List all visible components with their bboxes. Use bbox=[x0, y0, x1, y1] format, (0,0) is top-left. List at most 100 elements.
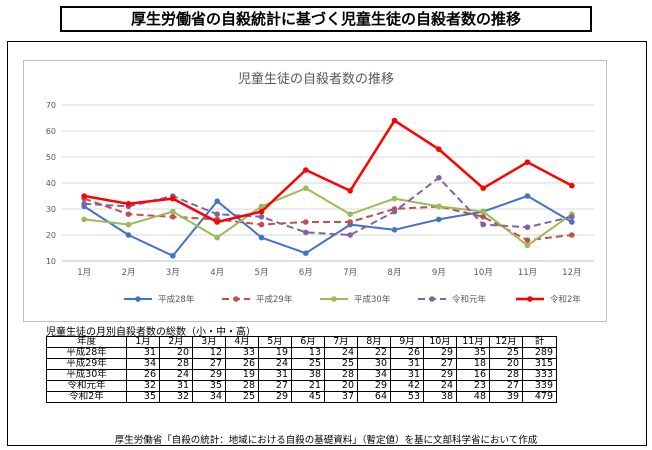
row-year-label: 令和2年 bbox=[46, 391, 127, 403]
x-tick-label: 8月 bbox=[388, 268, 402, 278]
table-cell: 25 bbox=[489, 347, 523, 359]
table-cell: 29 bbox=[192, 369, 226, 381]
table-cell: 25 bbox=[225, 391, 259, 403]
table-cell: 45 bbox=[291, 391, 325, 403]
data-point bbox=[436, 146, 442, 152]
data-point bbox=[81, 201, 87, 207]
table-cell: 29 bbox=[357, 380, 391, 392]
data-point bbox=[170, 208, 176, 215]
data-point bbox=[303, 229, 309, 236]
table-cell: 34 bbox=[126, 358, 160, 370]
month-header: 5月 bbox=[258, 336, 292, 348]
table-row: 平成29年 34 28 27 26 24 25 25 30 31 27 18 20 315 bbox=[46, 358, 557, 370]
table-cell: 25 bbox=[291, 358, 325, 370]
data-point bbox=[170, 195, 176, 202]
table-cell: 16 bbox=[456, 369, 490, 381]
data-point bbox=[258, 203, 265, 210]
month-header: 12月 bbox=[489, 336, 523, 348]
table-cell: 31 bbox=[390, 369, 424, 381]
x-tick-label: 6月 bbox=[299, 268, 313, 278]
data-point bbox=[303, 250, 309, 256]
table-cell: 20 bbox=[489, 358, 523, 370]
month-header: 6月 bbox=[291, 336, 325, 348]
table-cell: 34 bbox=[357, 369, 391, 381]
table-cell: 20 bbox=[159, 347, 193, 359]
table-cell: 27 bbox=[192, 358, 226, 370]
table-row: 令和2年 35 32 34 25 29 45 37 64 53 38 48 39 479 bbox=[46, 391, 557, 403]
data-point bbox=[303, 185, 309, 191]
row-total-cell: 333 bbox=[522, 369, 557, 381]
month-header: 3月 bbox=[192, 336, 226, 348]
table-cell: 19 bbox=[258, 347, 292, 359]
month-header: 8月 bbox=[357, 336, 391, 348]
y-tick-label: 50 bbox=[46, 153, 56, 162]
data-point bbox=[569, 232, 575, 238]
legend-marker bbox=[429, 296, 435, 302]
data-point bbox=[214, 219, 220, 225]
x-tick-label: 5月 bbox=[255, 268, 269, 278]
row-total-cell: 339 bbox=[522, 380, 557, 392]
legend-label: 平成29年 bbox=[256, 294, 293, 305]
data-point bbox=[170, 253, 176, 259]
table-cell: 31 bbox=[126, 347, 160, 359]
row-year-label: 平成28年 bbox=[46, 347, 127, 359]
line-chart-panel: 児童生徒の自殺者数の推移 10 20 30 40 50 60 70 1月 2月 3月 4月 5月 6月 7月… bbox=[23, 60, 607, 322]
table-cell: 31 bbox=[258, 369, 292, 381]
table-caption: 児童生徒の月別自殺者数の総数（小・中・高） bbox=[46, 327, 256, 338]
table-cell: 48 bbox=[456, 391, 490, 403]
row-year-label: 令和元年 bbox=[46, 380, 127, 392]
row-total-cell: 479 bbox=[522, 391, 557, 403]
table-cell: 24 bbox=[324, 347, 358, 359]
data-point bbox=[524, 237, 531, 243]
data-point bbox=[391, 227, 398, 233]
table-cell: 26 bbox=[126, 369, 160, 381]
data-point bbox=[214, 198, 220, 204]
data-point bbox=[347, 219, 353, 225]
table-cell: 37 bbox=[324, 391, 358, 403]
content-frame bbox=[7, 41, 647, 446]
table-cell: 33 bbox=[225, 347, 259, 359]
table-cell: 27 bbox=[423, 358, 457, 370]
legend-label: 令和元年 bbox=[452, 294, 487, 305]
table-cell: 25 bbox=[324, 358, 358, 370]
data-point bbox=[436, 175, 442, 181]
data-point bbox=[569, 214, 575, 220]
data-point bbox=[480, 185, 486, 191]
data-point bbox=[436, 216, 442, 223]
data-point bbox=[81, 216, 87, 223]
data-point bbox=[391, 117, 398, 124]
table-cell: 29 bbox=[423, 369, 457, 381]
data-point bbox=[347, 232, 353, 238]
row-total-cell: 315 bbox=[522, 358, 557, 370]
table-cell: 27 bbox=[258, 380, 292, 392]
legend-label: 平成30年 bbox=[354, 294, 391, 305]
table-cell: 42 bbox=[390, 380, 424, 392]
data-point bbox=[170, 214, 176, 220]
table-corner-header: 年度 bbox=[46, 336, 127, 348]
source-note: 厚生労働省「自殺の統計：地域における自殺の基礎資料」（暫定値）を基に文部科学省に… bbox=[114, 435, 538, 446]
month-header: 2月 bbox=[159, 336, 193, 348]
data-point bbox=[347, 211, 353, 217]
data-point bbox=[480, 221, 486, 228]
table-cell: 20 bbox=[324, 380, 358, 392]
data-point bbox=[303, 167, 309, 173]
month-header: 7月 bbox=[324, 336, 358, 348]
data-point bbox=[436, 203, 442, 210]
table-cell: 24 bbox=[258, 358, 292, 370]
data-point bbox=[258, 234, 265, 241]
table-cell: 30 bbox=[357, 358, 391, 370]
data-point bbox=[480, 208, 486, 215]
month-header: 1月 bbox=[126, 336, 160, 348]
table-cell: 32 bbox=[159, 391, 193, 403]
data-point bbox=[524, 193, 531, 199]
table-cell: 28 bbox=[159, 358, 193, 370]
y-tick-label: 20 bbox=[46, 231, 56, 240]
series-line bbox=[83, 195, 573, 257]
table-cell: 27 bbox=[489, 380, 523, 392]
data-point bbox=[81, 193, 87, 199]
total-header: 計 bbox=[522, 336, 557, 348]
series-line bbox=[84, 176, 573, 236]
table-row: 平成30年 26 24 29 19 31 38 28 34 31 29 16 28 333 bbox=[46, 369, 557, 381]
y-tick-label: 70 bbox=[46, 101, 56, 110]
data-point bbox=[214, 234, 220, 241]
